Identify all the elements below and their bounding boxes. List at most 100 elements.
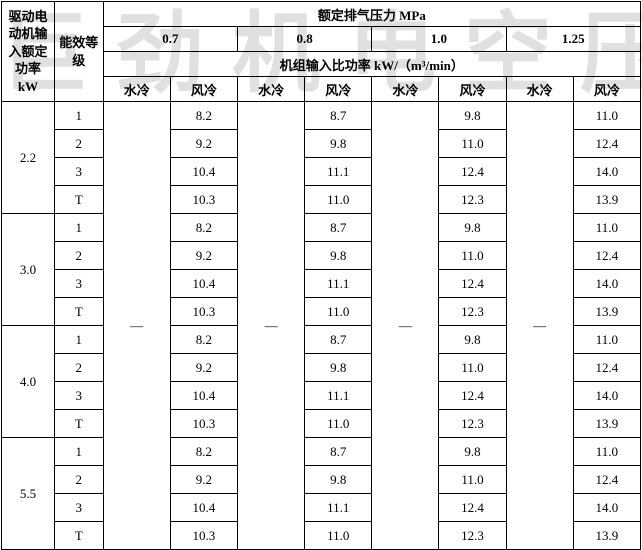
- hdr-air: 风冷: [439, 77, 506, 102]
- cell-water-dash: —: [372, 102, 439, 550]
- cell-value: 9.8: [439, 214, 506, 242]
- cell-grade: 2: [54, 466, 103, 494]
- cell-value: 11.0: [439, 130, 506, 158]
- cell-value: 12.3: [439, 186, 506, 214]
- cell-value: 12.4: [573, 130, 640, 158]
- cell-value: 11.0: [573, 214, 640, 242]
- cell-value: 12.4: [573, 354, 640, 382]
- cell-value: 9.2: [170, 130, 237, 158]
- cell-value: 11.0: [573, 102, 640, 130]
- cell-grade: 2: [54, 130, 103, 158]
- cell-value: 9.2: [170, 354, 237, 382]
- cell-value: 12.4: [439, 158, 506, 186]
- cell-value: 8.2: [170, 214, 237, 242]
- cell-value: 10.3: [170, 410, 237, 438]
- cell-value: 13.9: [573, 186, 640, 214]
- cell-grade: 3: [54, 494, 103, 522]
- cell-value: 11.1: [305, 494, 372, 522]
- cell-value: 12.4: [573, 242, 640, 270]
- cell-value: 11.0: [439, 466, 506, 494]
- cell-value: 14.0: [573, 382, 640, 410]
- cell-grade: 1: [54, 326, 103, 354]
- hdr-air: 风冷: [170, 77, 237, 102]
- cell-value: 9.8: [439, 326, 506, 354]
- hdr-power: 驱动电动机输入额定功率kW: [2, 2, 55, 102]
- cell-value: 8.2: [170, 438, 237, 466]
- hdr-ratio-title: 机组输入比功率 kW/（m³/min）: [103, 52, 640, 77]
- cell-power: 5.5: [2, 438, 55, 550]
- cell-value: 14.0: [573, 158, 640, 186]
- cell-value: 12.4: [573, 466, 640, 494]
- cell-value: 13.9: [573, 522, 640, 550]
- cell-value: 11.0: [305, 186, 372, 214]
- cell-value: 12.4: [439, 382, 506, 410]
- cell-value: 8.7: [305, 214, 372, 242]
- cell-power: 3.0: [2, 214, 55, 326]
- cell-value: 11.0: [573, 326, 640, 354]
- cell-value: 11.0: [439, 354, 506, 382]
- cell-value: 10.3: [170, 522, 237, 550]
- cell-water-dash: —: [103, 102, 170, 550]
- cell-power: 2.2: [2, 102, 55, 214]
- cell-grade: T: [54, 298, 103, 326]
- cell-value: 9.2: [170, 466, 237, 494]
- cell-value: 10.4: [170, 158, 237, 186]
- cell-grade: T: [54, 186, 103, 214]
- cell-value: 11.0: [573, 438, 640, 466]
- cell-value: 13.9: [573, 410, 640, 438]
- cell-value: 9.8: [305, 130, 372, 158]
- cell-value: 8.7: [305, 102, 372, 130]
- hdr-p-1: 0.8: [238, 27, 372, 52]
- hdr-air: 风冷: [573, 77, 640, 102]
- cell-value: 8.2: [170, 102, 237, 130]
- cell-grade: T: [54, 410, 103, 438]
- cell-value: 12.3: [439, 410, 506, 438]
- cell-grade: 1: [54, 438, 103, 466]
- cell-grade: 3: [54, 382, 103, 410]
- hdr-p-3: 1.25: [506, 27, 640, 52]
- cell-value: 13.9: [573, 298, 640, 326]
- cell-value: 8.2: [170, 326, 237, 354]
- hdr-p-0: 0.7: [103, 27, 237, 52]
- cell-value: 10.4: [170, 270, 237, 298]
- hdr-water: 水冷: [238, 77, 305, 102]
- cell-value: 10.3: [170, 298, 237, 326]
- hdr-air: 风冷: [305, 77, 372, 102]
- cell-value: 9.8: [305, 242, 372, 270]
- cell-grade: 3: [54, 270, 103, 298]
- cell-value: 14.0: [573, 270, 640, 298]
- cell-value: 11.1: [305, 270, 372, 298]
- cell-value: 10.3: [170, 186, 237, 214]
- cell-power: 4.0: [2, 326, 55, 438]
- cell-value: 12.3: [439, 298, 506, 326]
- cell-grade: 2: [54, 242, 103, 270]
- hdr-water: 水冷: [103, 77, 170, 102]
- cell-water-dash: —: [238, 102, 305, 550]
- cell-value: 10.4: [170, 382, 237, 410]
- cell-value: 9.8: [305, 354, 372, 382]
- cell-value: 11.1: [305, 382, 372, 410]
- hdr-water: 水冷: [506, 77, 573, 102]
- cell-value: 11.0: [305, 298, 372, 326]
- cell-water-dash: —: [506, 102, 573, 550]
- cell-value: 11.0: [439, 242, 506, 270]
- cell-value: 14.0: [573, 494, 640, 522]
- cell-value: 12.4: [439, 270, 506, 298]
- cell-grade: T: [54, 522, 103, 550]
- cell-grade: 1: [54, 214, 103, 242]
- hdr-p-2: 1.0: [372, 27, 506, 52]
- cell-value: 11.1: [305, 158, 372, 186]
- cell-value: 11.0: [305, 522, 372, 550]
- cell-value: 9.8: [439, 438, 506, 466]
- cell-grade: 3: [54, 158, 103, 186]
- cell-value: 8.7: [305, 326, 372, 354]
- cell-grade: 1: [54, 102, 103, 130]
- hdr-pressure-title: 额定排气压力 MPa: [103, 2, 640, 27]
- cell-value: 10.4: [170, 494, 237, 522]
- hdr-water: 水冷: [372, 77, 439, 102]
- cell-value: 9.8: [439, 102, 506, 130]
- cell-value: 12.4: [439, 494, 506, 522]
- cell-value: 12.3: [439, 522, 506, 550]
- cell-value: 9.2: [170, 242, 237, 270]
- cell-value: 9.8: [305, 466, 372, 494]
